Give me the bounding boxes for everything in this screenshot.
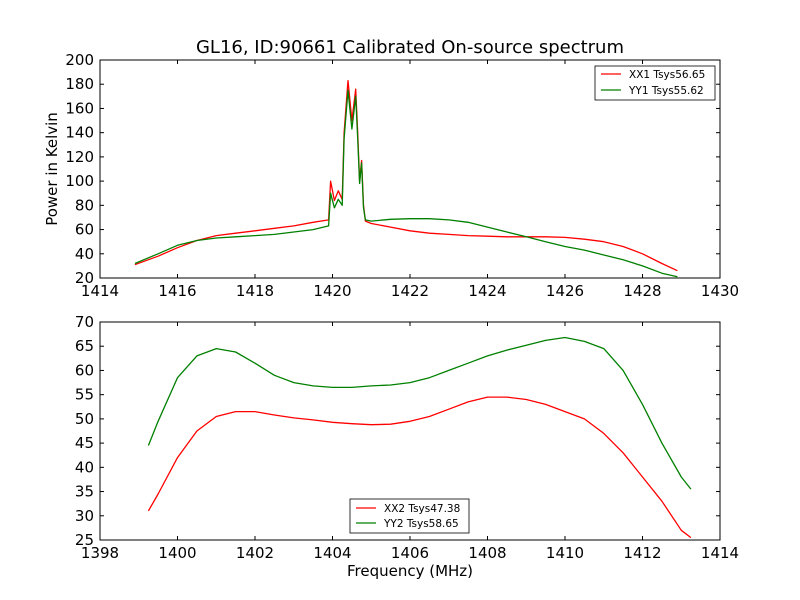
legend-label-yy1: YY1 Tsys55.62 [628,85,704,97]
bottom-legend: XX2 Tsys47.38 YY2 Tsys58.65 [349,498,470,534]
bottom-x-tick-label: 1400 [158,544,196,562]
top-x-tick-label: 1430 [701,282,739,300]
bottom-axes-frame [99,321,721,541]
bottom-y-tick-label: 55 [75,386,94,404]
top-x-tick-label: 1424 [468,282,506,300]
top-x-tick-label: 1420 [313,282,351,300]
top-y-tick-label: 60 [75,221,94,239]
bottom-x-tick-label: 1402 [236,544,274,562]
bottom-x-tick-label: 1408 [468,544,506,562]
legend-label-xx2: XX2 Tsys47.38 [384,503,460,515]
top-x-tick-label: 1422 [391,282,429,300]
bottom-x-tick-label: 1410 [546,544,584,562]
bottom-plot-area [99,321,721,541]
top-y-axis-label: Power in Kelvin [43,112,61,226]
top-x-tick-label: 1414 [81,282,119,300]
bottom-x-tick-labels: 1398 1400 1402 1404 1406 1408 1410 1412 1414 [81,544,739,562]
bottom-y-tick-label: 60 [75,361,94,379]
bottom-legend-box [349,498,470,534]
top-y-tick-label: 100 [65,172,94,190]
top-y-tick-labels: 20 40 60 80 100 120 140 160 180 200 [65,51,94,287]
bottom-y-tick-labels: 25 30 35 40 45 50 55 60 65 70 [75,313,94,549]
bottom-y-tick-label: 30 [75,507,94,525]
bottom-x-tick-label: 1404 [313,544,351,562]
top-y-tick-label: 120 [65,148,94,166]
bottom-y-tick-label: 40 [75,458,94,476]
bottom-y-tick-label: 65 [75,337,94,355]
chart-title: GL16, ID:90661 Calibrated On-source spec… [196,37,624,58]
bottom-subplot: 1398 1400 1402 1404 1406 1408 1410 1412 1414 25 3… [75,313,739,580]
bottom-y-tick-label: 35 [75,483,94,501]
top-series-line-yy1 [134,89,678,278]
top-axes-frame [99,59,721,279]
legend-label-xx1: XX1 Tsys56.65 [629,69,705,81]
bottom-x-tick-label: 1406 [391,544,429,562]
bottom-x-axis-label: Frequency (MHz) [347,562,473,580]
bottom-y-tick-label: 25 [75,531,94,549]
top-x-tick-label: 1416 [158,282,196,300]
top-y-tick-label: 180 [65,75,94,93]
bottom-x-tick-label: 1414 [701,544,739,562]
bottom-series-line-xx2 [147,396,692,539]
top-y-tick-label: 40 [75,245,94,263]
top-x-tick-label: 1426 [546,282,584,300]
top-subplot: GL16, ID:90661 Calibrated On-source spec… [43,37,739,300]
bottom-y-tick-label: 50 [75,410,94,428]
top-y-tick-label: 200 [65,51,94,69]
top-y-tick-label: 20 [75,269,94,287]
top-x-tick-label: 1418 [236,282,274,300]
bottom-x-tick-label: 1412 [623,544,661,562]
top-legend-box [594,65,716,101]
bottom-y-tick-label: 70 [75,313,94,331]
bottom-y-tick-label: 45 [75,434,94,452]
top-x-tick-label: 1428 [623,282,661,300]
bottom-series-line-yy2 [147,336,692,490]
top-legend: XX1 Tsys56.65 YY1 Tsys55.62 [594,65,716,101]
top-x-tick-labels: 1414 1416 1418 1420 1422 1424 1426 1428 1430 [81,282,739,300]
top-y-tick-label: 140 [65,124,94,142]
top-y-tick-label: 160 [65,99,94,117]
legend-label-yy2: YY2 Tsys58.65 [383,518,459,530]
top-y-tick-label: 80 [75,196,94,214]
bottom-x-tick-label: 1398 [81,544,119,562]
